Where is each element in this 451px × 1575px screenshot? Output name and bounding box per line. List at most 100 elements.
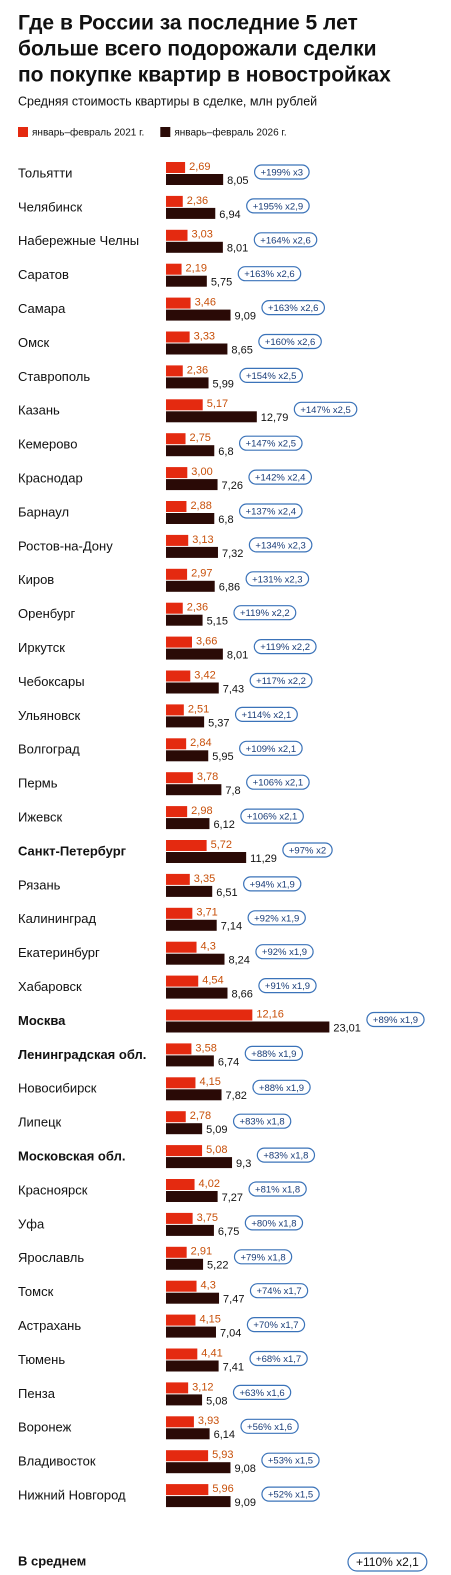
bar	[166, 818, 210, 830]
change-pill-border	[237, 266, 302, 282]
value-label: 8,66	[231, 989, 252, 1001]
value-label: 5,09	[206, 1124, 227, 1136]
bar	[166, 162, 186, 173]
chart-subtitle: Средняя стоимость квартиры в сделке, млн…	[18, 94, 317, 108]
change-pill-border	[248, 537, 313, 553]
value-label: 6,8	[218, 446, 233, 458]
change-label: +199% x3	[261, 168, 304, 179]
value-label: 3,71	[196, 907, 217, 919]
value-label: 3,12	[192, 1381, 213, 1393]
change-pill-border	[246, 774, 310, 790]
category-label: Калининград	[18, 911, 96, 926]
value-label: 7,27	[222, 1192, 243, 1204]
value-label: 6,94	[219, 209, 240, 221]
category-label: Чебоксары	[18, 674, 85, 689]
category-label: Ижевск	[18, 810, 63, 825]
bar	[166, 716, 205, 728]
change-label: +70% x1,7	[253, 1320, 298, 1331]
bar	[166, 241, 223, 253]
change-label: +142% x2,4	[255, 473, 305, 484]
bar	[166, 784, 222, 796]
bar	[166, 648, 223, 660]
change-pill-border	[252, 1079, 311, 1095]
bar	[166, 704, 184, 716]
change-label: +81% x1,8	[255, 1185, 300, 1196]
value-label: 2,84	[190, 737, 211, 749]
value-label: 4,02	[199, 1178, 220, 1190]
change-pill-border	[249, 1350, 308, 1367]
change-pill-border	[245, 571, 310, 587]
category-label: Тольятти	[18, 165, 72, 180]
category-label: Казань	[18, 403, 60, 418]
bar	[166, 941, 197, 953]
change-pill-border	[282, 842, 333, 858]
bar	[166, 1145, 203, 1157]
change-pill-border	[249, 1283, 309, 1299]
bar	[166, 275, 207, 287]
change-pill-border	[233, 605, 297, 621]
change-label: +74% x1,7	[256, 1286, 301, 1297]
bar	[166, 806, 188, 818]
bar	[166, 297, 191, 309]
bar	[166, 919, 217, 931]
value-label: 7,32	[222, 548, 243, 560]
value-label: 9,09	[235, 1497, 256, 1509]
change-label: +106% x2,1	[247, 812, 297, 823]
change-label: +109% x2,1	[246, 744, 296, 755]
value-label: 5,37	[208, 717, 229, 729]
change-pill-border	[238, 503, 303, 519]
bar	[166, 1450, 209, 1462]
change-label: +147% x2,5	[246, 439, 296, 450]
change-pill-border	[256, 1147, 316, 1163]
change-label: +89% x1,9	[373, 1015, 418, 1026]
bar	[166, 534, 189, 546]
change-pill-border	[248, 469, 313, 485]
category-label: Ленинградская обл.	[18, 1047, 146, 1062]
bar	[166, 1280, 197, 1292]
change-pill-border	[247, 910, 306, 926]
category-label: Ставрополь	[18, 369, 90, 384]
legend-label: январь–февраль 2026 г.	[174, 127, 286, 139]
category-label: Пермь	[18, 776, 58, 791]
change-pill-border	[366, 1011, 425, 1028]
category-label: Владивосток	[18, 1454, 96, 1469]
bar	[166, 1055, 214, 1067]
value-label: 5,15	[207, 616, 228, 628]
bar	[166, 614, 203, 626]
value-label: 11,29	[250, 853, 277, 865]
bar	[166, 580, 215, 592]
bar	[166, 1292, 220, 1304]
value-label: 6,75	[218, 1226, 239, 1238]
change-pill-border	[233, 1249, 293, 1265]
value-label: 7,04	[220, 1328, 241, 1340]
change-pill-border	[253, 164, 310, 180]
bar	[166, 1428, 210, 1440]
category-label: Красноярск	[18, 1182, 88, 1197]
value-label: 2,97	[191, 568, 212, 580]
value-label: 9,09	[235, 311, 256, 323]
bar	[166, 207, 216, 219]
value-label: 3,42	[194, 669, 215, 681]
bar	[166, 546, 218, 558]
category-label: Набережные Челны	[18, 233, 139, 248]
value-label: 12,16	[256, 1008, 284, 1020]
value-label: 2,88	[190, 500, 211, 512]
bar	[166, 975, 199, 987]
value-label: 2,19	[186, 263, 207, 275]
change-label: +79% x1,8	[240, 1252, 285, 1263]
value-label: 3,58	[195, 1042, 216, 1054]
bar	[166, 1484, 209, 1496]
average-change: +110% x2,1	[356, 1555, 419, 1569]
change-pill-border	[243, 876, 302, 892]
legend-swatch	[160, 127, 171, 137]
value-label: 3,78	[197, 771, 218, 783]
value-label: 3,93	[198, 1415, 219, 1427]
bar	[166, 750, 209, 762]
value-label: 7,8	[225, 785, 240, 797]
change-label: +83% x1,8	[240, 1117, 285, 1128]
change-label: +92% x1,9	[262, 947, 307, 958]
bar	[166, 1191, 218, 1202]
value-label: 2,75	[190, 432, 211, 444]
value-label: 3,33	[194, 330, 215, 342]
category-label: Краснодар	[18, 471, 83, 486]
